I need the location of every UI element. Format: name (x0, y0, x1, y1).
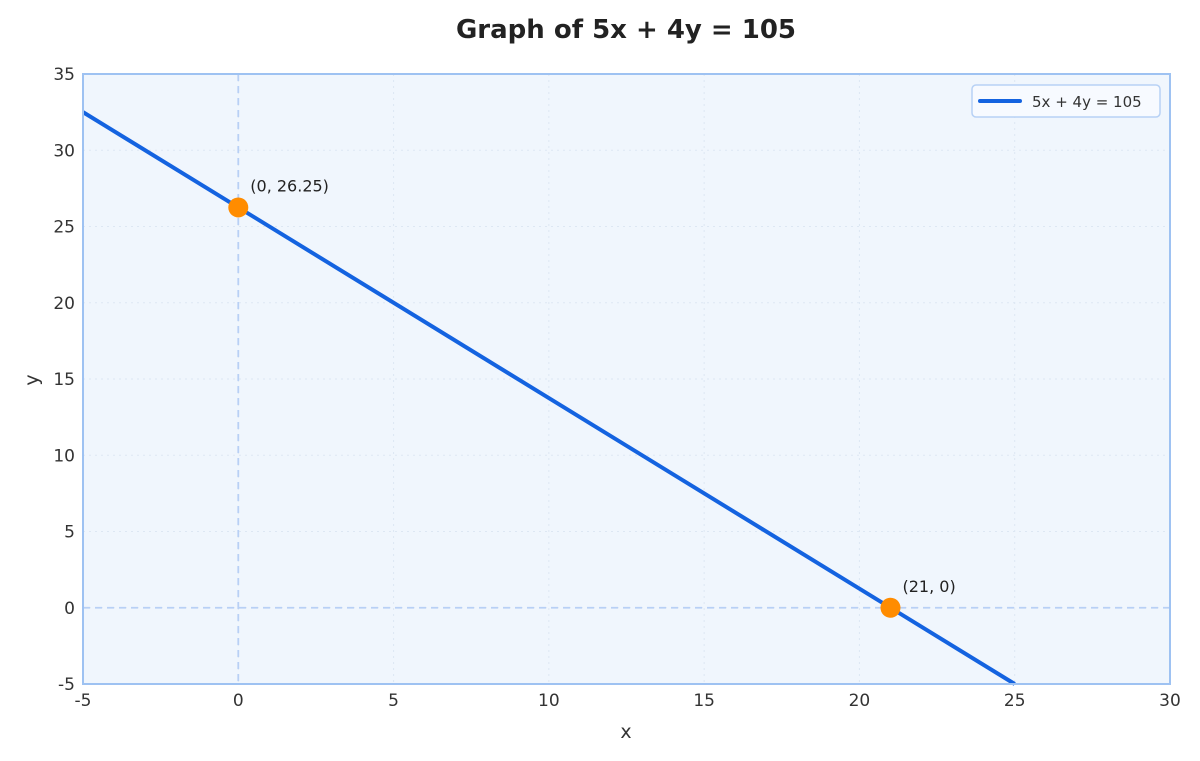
plot-border (82, 73, 1171, 685)
intercept-point (228, 197, 249, 218)
y-axis-label: y (21, 374, 43, 385)
chart-title: Graph of 5x + 4y = 105 (456, 15, 796, 45)
legend-box (971, 84, 1161, 118)
x-tick-label: 25 (1004, 691, 1026, 711)
x-tick-label: 15 (693, 691, 715, 711)
y-tick-label: 25 (53, 218, 75, 238)
y-tick-label: 30 (53, 141, 75, 161)
y-tick-label: 15 (53, 370, 75, 390)
y-tick-label: 35 (53, 65, 75, 85)
points-layer: (0, 26.25) (21, 0) (228, 176, 956, 618)
legend-label: 5x + 4y = 105 (1032, 93, 1142, 111)
x-axis-ticks: -5 0 5 10 15 20 25 30 (75, 691, 1181, 711)
x-tick-label: 10 (538, 691, 560, 711)
y-tick-label: -5 (58, 675, 75, 695)
x-tick-label: 30 (1159, 691, 1181, 711)
legend: 5x + 4y = 105 (971, 84, 1161, 118)
intercept-point (880, 597, 901, 618)
x-tick-label: 0 (233, 691, 244, 711)
y-tick-label: 5 (64, 523, 75, 543)
x-tick-label: -5 (75, 691, 92, 711)
x-axis-label: x (620, 721, 631, 743)
point-label: (0, 26.25) (250, 176, 329, 195)
y-tick-label: 0 (64, 599, 75, 619)
reference-lines (83, 74, 1170, 684)
point-label: (21, 0) (902, 577, 955, 596)
y-axis-ticks: -5 0 5 10 15 20 25 30 35 (53, 65, 75, 695)
x-tick-label: 5 (388, 691, 399, 711)
y-tick-label: 20 (53, 294, 75, 314)
x-tick-label: 20 (849, 691, 871, 711)
y-tick-label: 10 (53, 446, 75, 466)
